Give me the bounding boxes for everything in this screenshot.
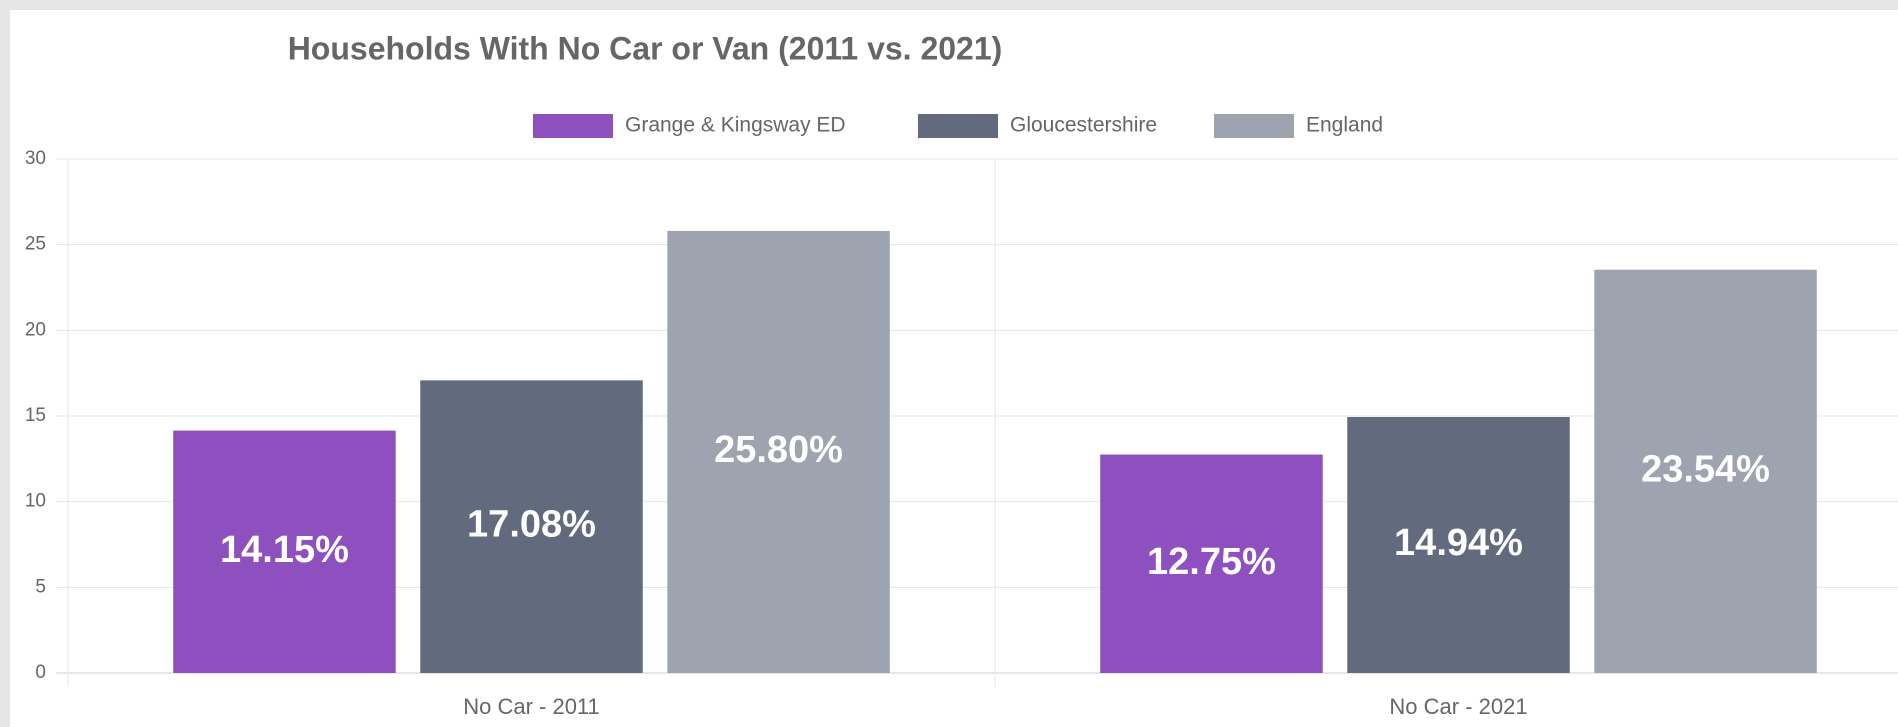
y-tick-label: 10 xyxy=(25,491,46,512)
y-tick-label: 20 xyxy=(25,319,46,340)
bar xyxy=(420,380,643,673)
data-label: 14.94% xyxy=(1394,522,1523,564)
x-tick-label: No Car - 2021 xyxy=(1389,694,1527,719)
bar xyxy=(173,430,396,673)
data-label: 14.15% xyxy=(220,529,349,571)
chart-title: Households With No Car or Van (2011 vs. … xyxy=(288,30,1003,66)
y-tick-label: 25 xyxy=(25,234,46,255)
bar xyxy=(667,230,890,673)
y-tick-label: 5 xyxy=(35,576,46,597)
y-tick-label: 0 xyxy=(35,662,46,683)
chart: Households With No Car or Van (2011 vs. … xyxy=(10,10,1898,727)
legend-swatch xyxy=(533,114,613,138)
legend-label: Gloucestershire xyxy=(1010,114,1157,137)
data-label: 25.80% xyxy=(714,429,843,471)
y-tick-label: 15 xyxy=(25,405,46,426)
legend-swatch xyxy=(1214,114,1294,138)
bar xyxy=(1347,417,1570,673)
x-tick-label: No Car - 2011 xyxy=(463,694,600,719)
bar xyxy=(1594,269,1817,673)
legend-swatch xyxy=(918,114,998,138)
legend-label: England xyxy=(1306,114,1383,137)
y-tick-label: 30 xyxy=(25,148,46,169)
data-label: 12.75% xyxy=(1147,541,1276,583)
data-label: 17.08% xyxy=(467,504,596,546)
legend-label: Grange & Kingsway ED xyxy=(625,114,846,137)
bar xyxy=(1100,454,1323,673)
data-label: 23.54% xyxy=(1641,448,1770,490)
